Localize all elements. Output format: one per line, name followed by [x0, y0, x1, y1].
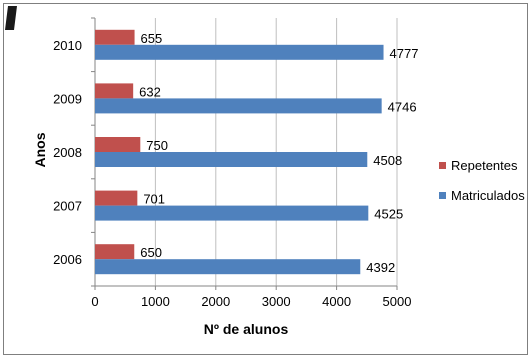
data-label-matriculados-2008: 4508	[373, 153, 402, 168]
data-label-matriculados-2006: 4392	[366, 260, 395, 275]
data-label-matriculados-2007: 4525	[374, 207, 403, 222]
bar-repetentes-2007	[95, 190, 138, 206]
bar-matriculados-2010	[95, 44, 384, 60]
y-tick-label: 2008	[53, 145, 82, 160]
y-tick-label: 2009	[53, 91, 82, 106]
y-tick-label: 2006	[53, 252, 82, 267]
data-label-repetentes-2006: 650	[140, 245, 162, 260]
data-label-matriculados-2009: 4746	[388, 99, 417, 114]
x-tick-label: 4000	[322, 294, 351, 309]
legend-swatch-repetentes	[439, 162, 446, 169]
bar-matriculados-2006	[95, 259, 361, 275]
bar-repetentes-2008	[95, 137, 141, 152]
bar-repetentes-2009	[95, 83, 134, 99]
data-label-repetentes-2009: 632	[139, 84, 161, 99]
y-axis-title: Anos	[32, 132, 48, 167]
y-tick-label: 2007	[53, 199, 82, 214]
bar-repetentes-2010	[95, 29, 135, 45]
x-tick-label: 1000	[141, 294, 170, 309]
legend-label-matriculados: Matriculados	[451, 188, 525, 203]
bar-matriculados-2009	[95, 98, 382, 114]
x-tick-label: 3000	[262, 294, 291, 309]
legend: Repetentes Matriculados	[439, 158, 525, 203]
data-label-repetentes-2007: 701	[143, 192, 165, 207]
bar-repetentes-2006	[95, 244, 135, 260]
data-label-repetentes-2010: 655	[141, 31, 163, 46]
data-label-matriculados-2010: 4777	[390, 46, 419, 61]
legend-swatch-matriculados	[439, 192, 446, 199]
chart-border	[3, 3, 528, 355]
bar-matriculados-2008	[95, 152, 368, 167]
y-tick-label: 2010	[53, 38, 82, 53]
plot-area: 0 1000 2000 3000 4000 5000 2006 650 4392 2007 701 4…	[53, 17, 419, 309]
data-label-repetentes-2008: 750	[146, 138, 168, 153]
x-tick-label: 0	[91, 294, 98, 309]
bar-matriculados-2007	[95, 205, 369, 221]
x-tick-label: 2000	[201, 294, 230, 309]
corner-mark	[5, 6, 17, 30]
x-tick-label: 5000	[383, 294, 412, 309]
legend-label-repetentes: Repetentes	[451, 158, 518, 173]
x-axis-title: Nº de alunos	[204, 321, 289, 337]
